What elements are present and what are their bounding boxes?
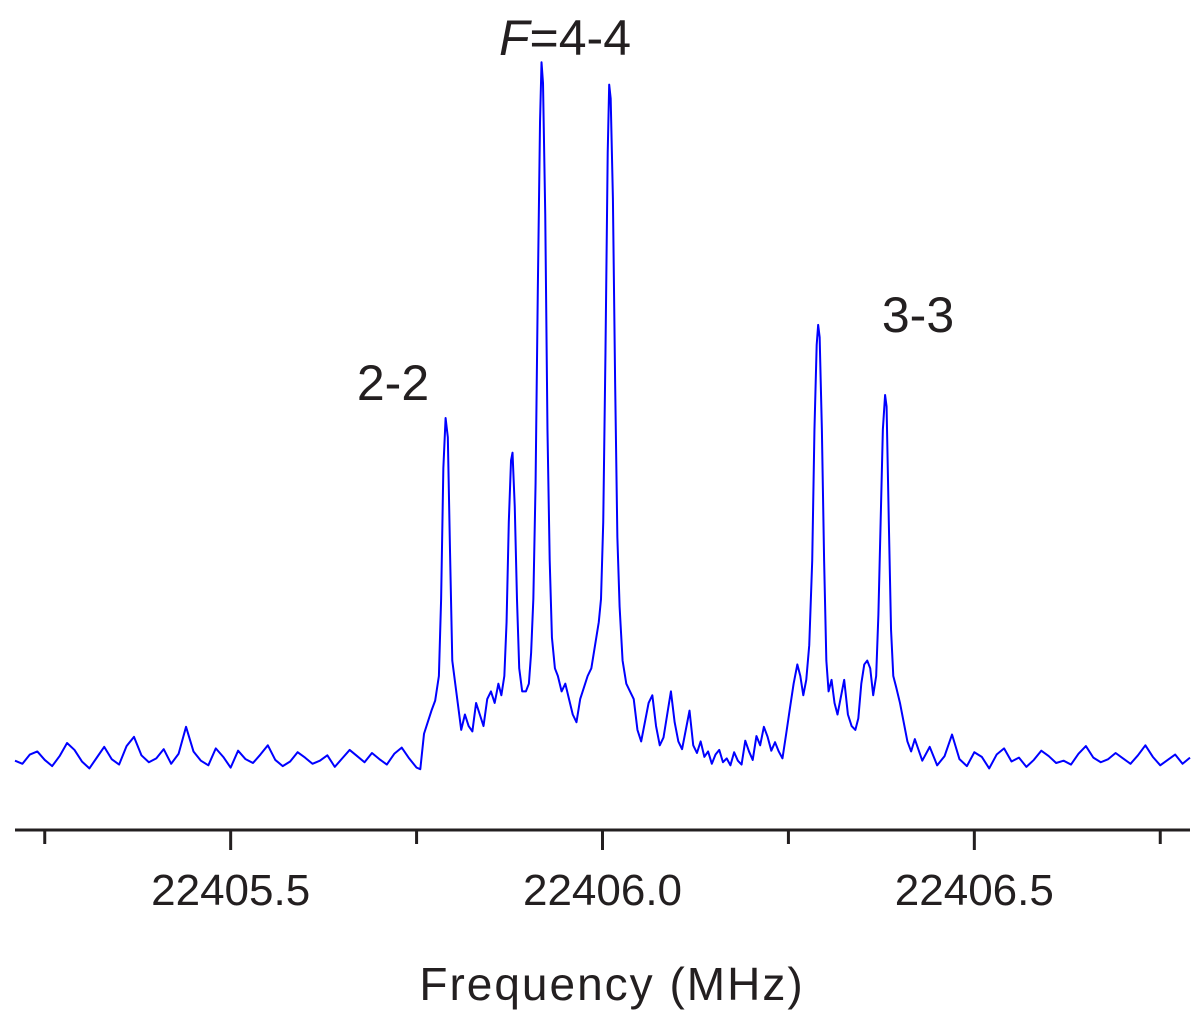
x-axis-label: Frequency (MHz)	[419, 958, 804, 1010]
annotation: 2-2	[357, 355, 429, 411]
annotation: 3-3	[882, 287, 954, 343]
annotation: F=4-4	[499, 10, 631, 66]
x-tick-label: 22405.5	[151, 866, 310, 915]
x-tick-label: 22406.5	[895, 866, 1054, 915]
x-tick-label: 22406.0	[523, 866, 682, 915]
spectrum-line	[14, 61, 1191, 771]
